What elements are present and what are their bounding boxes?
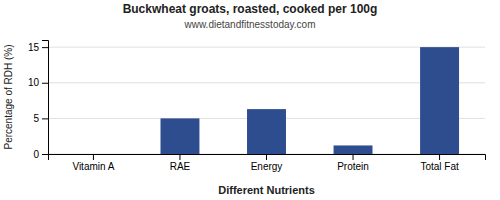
x-tick-mark	[439, 154, 440, 160]
bar	[74, 154, 113, 155]
bar	[247, 109, 286, 154]
x-axis-title: Different Nutrients	[218, 184, 315, 196]
x-tick-label: Total Fat	[420, 161, 459, 172]
plot: 0 5 10 15 Vitamin A RAE Energy Protein Total Fat	[28, 41, 486, 173]
title: Buckwheat groats, roasted, cooked per 10…	[123, 2, 378, 16]
x-axis-line	[49, 155, 486, 161]
y-tick: 5	[33, 113, 48, 124]
x-tick-mark	[353, 154, 354, 160]
y-tick-mark	[42, 154, 48, 155]
y-tick: 10	[28, 77, 48, 88]
x-tick: Vitamin A	[72, 154, 114, 172]
x-tick-label: Protein	[337, 161, 369, 172]
x-tick: Protein	[337, 154, 369, 172]
x-tick: Energy	[251, 154, 283, 172]
x-tick-mark	[93, 154, 94, 160]
y-tick-label: 15	[28, 42, 40, 53]
y-tick-label: 10	[28, 77, 40, 88]
grid-line	[48, 47, 485, 48]
grid	[48, 47, 485, 154]
y-tick: 15	[28, 42, 48, 53]
y-axis: 0 5 10 15	[28, 41, 49, 160]
grid-line	[48, 82, 485, 83]
x-tick: RAE	[170, 154, 191, 172]
x-tick-mark	[179, 154, 180, 160]
y-tick: 0	[33, 149, 48, 160]
y-tick-mark	[42, 83, 48, 84]
bar	[420, 47, 459, 154]
y-tick-label: 5	[33, 113, 39, 124]
y-axis-title: Percentage of RDH (%)	[3, 44, 14, 149]
bar	[334, 145, 373, 154]
x-tick-mark	[266, 154, 267, 160]
x-tick-label: RAE	[170, 161, 191, 172]
x-tick-label: Energy	[251, 161, 283, 172]
y-tick-label: 0	[33, 149, 39, 160]
subtitle: www.dietandfitnesstoday.com	[184, 19, 316, 30]
x-axis: Vitamin A RAE Energy Protein Total Fat	[49, 154, 486, 172]
x-tick: Total Fat	[420, 154, 459, 172]
marks	[160, 47, 459, 154]
y-tick-mark	[42, 118, 48, 119]
bar	[160, 118, 199, 154]
x-tick-label: Vitamin A	[72, 161, 114, 172]
chart: Buckwheat groats, roasted, cooked per 10…	[0, 0, 500, 200]
y-axis-line	[42, 41, 49, 155]
y-tick-mark	[42, 47, 48, 48]
